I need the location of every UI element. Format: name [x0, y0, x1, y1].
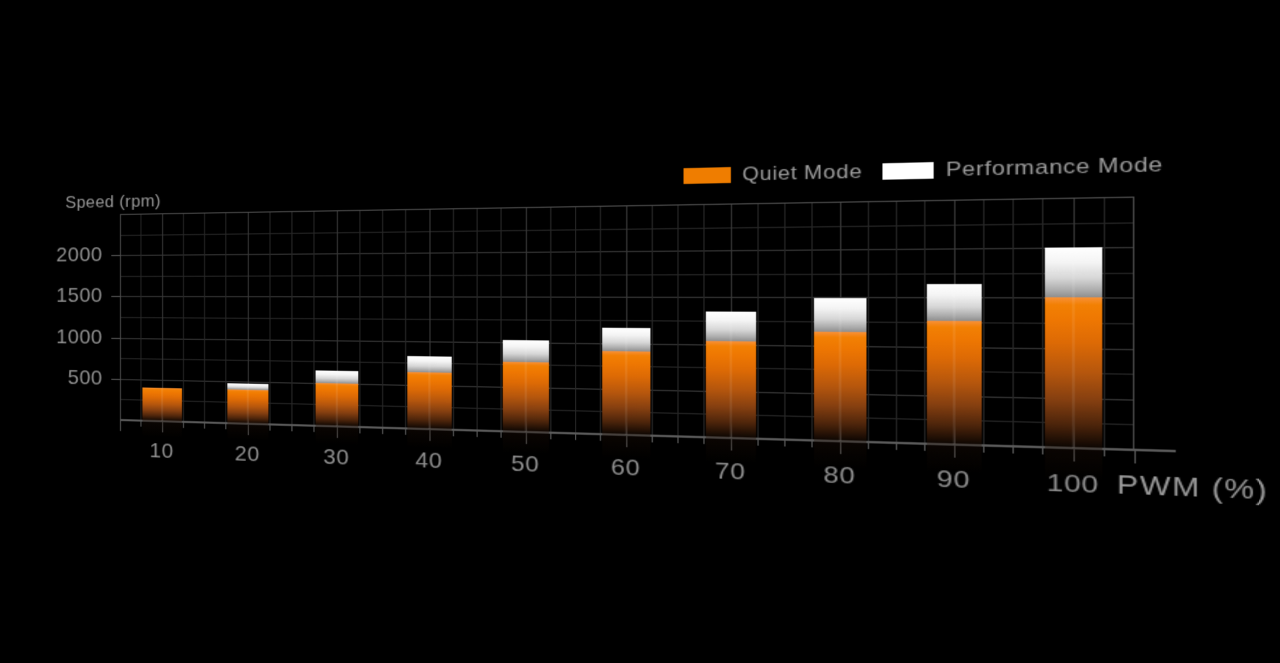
gridline-vertical — [677, 204, 679, 437]
x-axis-tick — [120, 420, 121, 432]
x-axis-tick — [677, 436, 679, 444]
y-axis-tick — [111, 296, 120, 298]
bar-center-seam — [524, 340, 527, 432]
legend-item-performance-mode: Performance Mode — [882, 153, 1163, 184]
x-axis-tick — [651, 435, 653, 443]
x-axis-tick — [574, 433, 577, 441]
bar-center-seam — [1071, 247, 1075, 449]
bar-center-seam — [624, 327, 627, 435]
y-tick-label: 1000 — [56, 325, 103, 349]
gridline-vertical — [982, 199, 985, 446]
x-axis-tick — [757, 438, 759, 446]
bar-fade-tail — [813, 440, 866, 470]
y-axis-tick — [111, 255, 120, 257]
y-tick-label: 1500 — [56, 284, 103, 308]
bar-fade-tail — [1044, 447, 1102, 482]
gridline-vertical — [359, 209, 361, 428]
grid-border-right — [1132, 196, 1135, 450]
x-axis-tick — [549, 432, 552, 440]
gridline-vertical — [182, 212, 184, 422]
bar-center-seam — [952, 283, 955, 445]
x-axis-tick — [982, 445, 985, 453]
bar-center-seam — [246, 383, 249, 424]
x-axis-tick — [784, 439, 786, 447]
x-tick-label: 20 — [234, 441, 260, 467]
chart-grid: PWM (%) 500 1000 1500 2000 10 20 30 40 50 60 70 80 9… — [56, 196, 1268, 506]
x-axis-tick — [382, 427, 384, 435]
y-axis-title: Speed (rpm) — [65, 191, 162, 212]
bar-fade-tail — [502, 431, 549, 455]
x-axis-tick — [1103, 448, 1105, 457]
performance-mode-color-swatch — [882, 162, 934, 180]
legend-label-quiet-mode: Quiet Mode — [742, 160, 863, 186]
x-axis-tick — [895, 442, 898, 450]
gridline-vertical — [651, 204, 653, 436]
gridline-vertical — [291, 211, 293, 426]
bar-fade-tail — [601, 434, 650, 460]
gridline-vertical — [895, 200, 898, 443]
gridline-vertical — [204, 212, 206, 423]
x-axis-tick — [867, 442, 869, 450]
gridline-vertical — [1103, 197, 1105, 450]
x-axis-tick — [269, 424, 271, 431]
bar-fade-tail — [705, 437, 756, 465]
gridline-vertical — [867, 201, 869, 443]
y-tick-label: 2000 — [56, 243, 103, 267]
bar-center-seam — [335, 371, 338, 427]
legend-label-performance-mode: Performance Mode — [945, 152, 1164, 181]
bar-fade-tail — [226, 423, 268, 441]
gridline-vertical — [476, 207, 478, 431]
bar-center-seam — [160, 387, 163, 422]
x-axis-tick — [291, 425, 293, 432]
x-axis-tick — [476, 430, 478, 438]
y-axis-tick — [111, 378, 120, 380]
x-axis-tick — [452, 429, 454, 437]
x-tick-label: 40 — [415, 447, 443, 474]
bar-fade-tail — [141, 420, 182, 438]
y-tick-label: 500 — [67, 365, 103, 390]
bar-fade-tail — [406, 428, 452, 450]
legend-item-quiet-mode: Quiet Mode — [683, 160, 863, 187]
gridline-vertical — [574, 206, 577, 434]
y-axis-tick — [111, 337, 120, 339]
x-axis-tick — [1134, 449, 1136, 464]
x-tick-label: 50 — [511, 451, 540, 478]
x-tick-label: 30 — [323, 444, 350, 470]
fan-speed-chart-page: { "chart_data": { "type": "bar", "ylabel… — [56, 152, 1269, 506]
bar-fade-tail — [926, 443, 982, 475]
bar-fade-tail — [315, 425, 358, 445]
y-axis-line — [120, 213, 121, 421]
x-axis-tick — [182, 421, 184, 428]
gridline-vertical — [1012, 198, 1014, 447]
gridline-vertical — [784, 202, 786, 440]
x-axis-tick — [204, 422, 206, 429]
x-axis-tick — [1012, 446, 1014, 454]
x-axis-tick — [359, 427, 361, 434]
quiet-mode-color-swatch — [683, 167, 731, 184]
gridline-vertical — [452, 208, 454, 430]
gridline-vertical — [269, 211, 271, 425]
gridline-vertical — [549, 206, 552, 433]
bar-center-seam — [838, 298, 841, 442]
fan-speed-chart: Speed (rpm) Quiet Mode Performance Mode … — [56, 97, 1280, 663]
gridline-vertical — [382, 209, 384, 428]
x-tick-label: 10 — [149, 438, 174, 464]
bar-center-seam — [728, 311, 732, 439]
bar-center-seam — [427, 356, 430, 430]
gridline-vertical — [757, 203, 759, 439]
x-axis-title: PWM (%) — [1116, 468, 1269, 506]
